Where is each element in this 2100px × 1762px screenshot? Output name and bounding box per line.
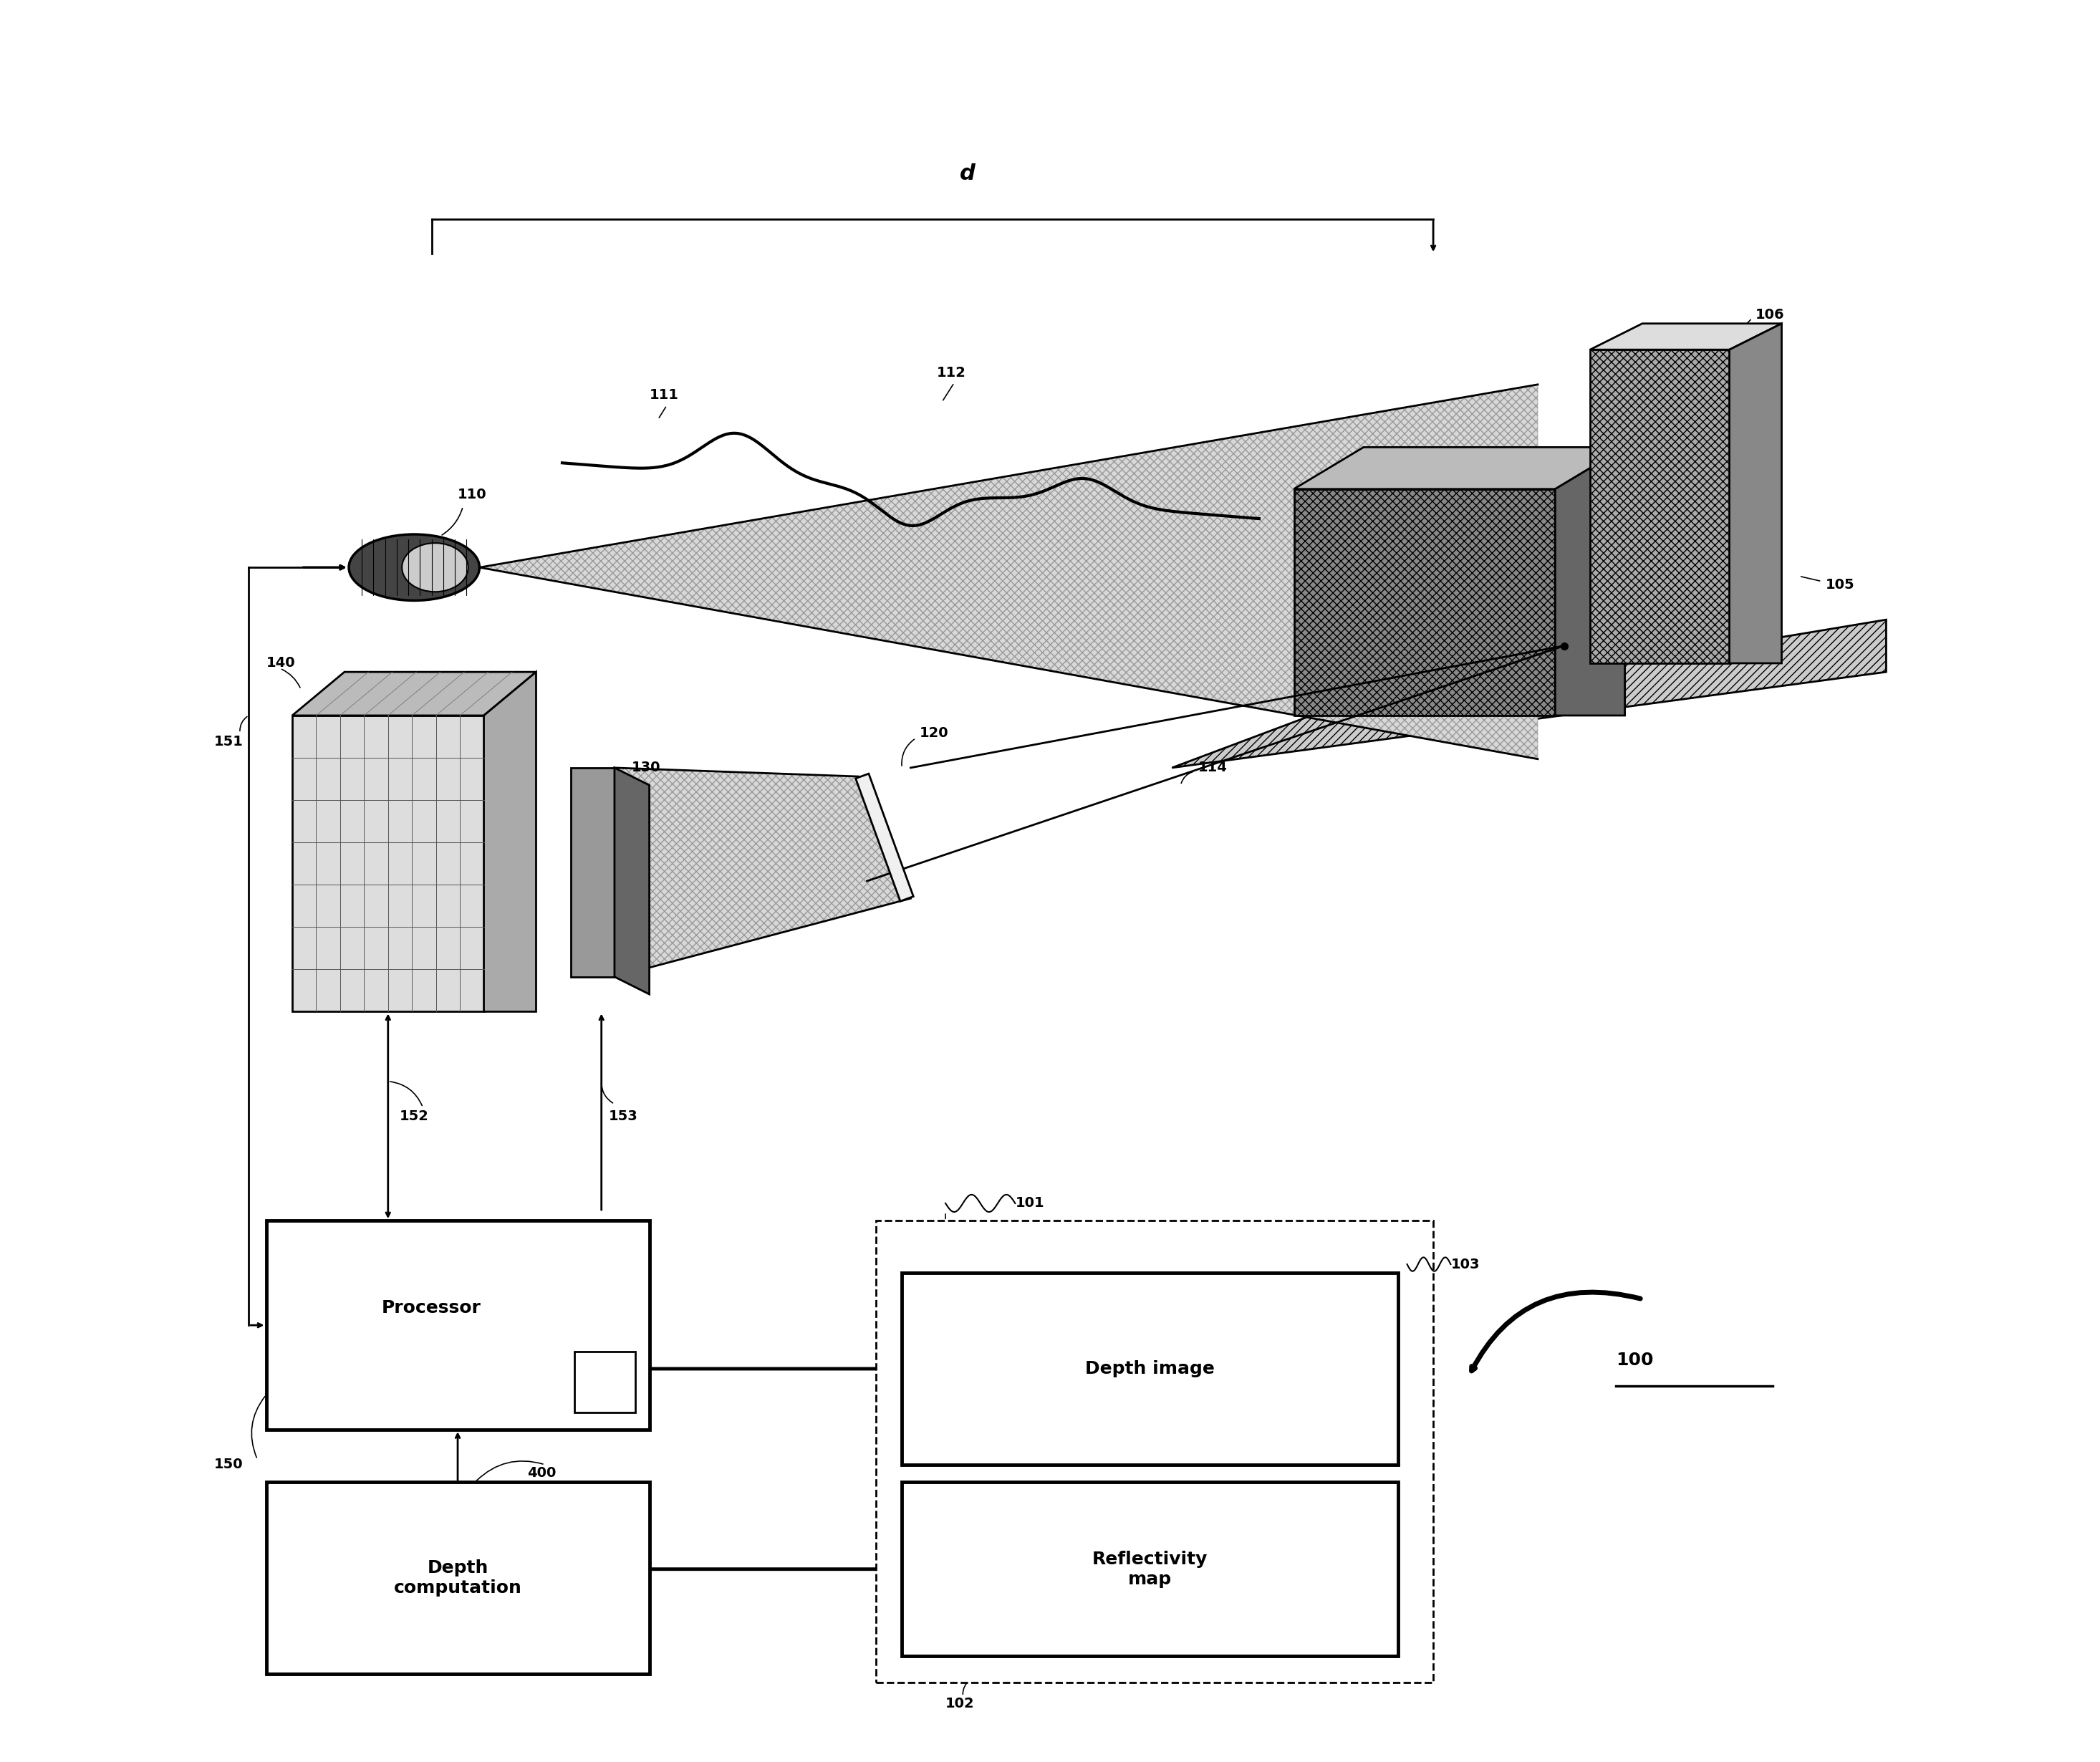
Polygon shape	[1294, 448, 1625, 490]
Polygon shape	[615, 768, 911, 976]
Text: 101: 101	[1014, 1196, 1044, 1210]
Text: Depth image: Depth image	[1086, 1360, 1216, 1378]
Text: 111: 111	[649, 388, 678, 402]
Polygon shape	[1172, 620, 1886, 768]
Text: 106: 106	[1756, 308, 1785, 322]
Polygon shape	[1556, 448, 1625, 715]
Polygon shape	[483, 671, 536, 1011]
Ellipse shape	[401, 543, 468, 592]
Text: 105: 105	[1825, 578, 1854, 592]
Text: 100: 100	[1617, 1351, 1655, 1369]
Text: 114: 114	[1199, 761, 1226, 775]
Text: 112: 112	[937, 366, 966, 379]
Polygon shape	[1294, 490, 1556, 715]
Polygon shape	[855, 774, 913, 900]
Text: 150: 150	[214, 1457, 244, 1471]
Text: d: d	[960, 164, 974, 185]
Polygon shape	[292, 671, 536, 715]
Text: Depth
computation: Depth computation	[393, 1559, 521, 1596]
Text: 130: 130	[632, 761, 662, 775]
Bar	[267, 1482, 649, 1674]
Text: 153: 153	[609, 1110, 638, 1122]
Polygon shape	[292, 715, 483, 1011]
Polygon shape	[1730, 324, 1781, 663]
Text: 400: 400	[527, 1466, 556, 1480]
Text: 102: 102	[945, 1697, 974, 1711]
Text: 152: 152	[399, 1110, 428, 1122]
Text: Reflectivity
map: Reflectivity map	[1092, 1551, 1208, 1588]
Text: 103: 103	[1451, 1258, 1480, 1270]
Bar	[575, 1351, 636, 1413]
Polygon shape	[1590, 324, 1781, 349]
Bar	[267, 1221, 649, 1429]
Polygon shape	[615, 768, 649, 994]
Bar	[901, 1272, 1399, 1464]
Polygon shape	[571, 768, 615, 976]
Text: 120: 120	[920, 726, 949, 740]
Polygon shape	[479, 384, 1537, 759]
Text: 151: 151	[214, 735, 244, 749]
Text: 110: 110	[458, 488, 487, 500]
Bar	[901, 1482, 1399, 1656]
Ellipse shape	[349, 534, 479, 601]
Bar	[876, 1221, 1432, 1683]
Polygon shape	[1590, 349, 1730, 663]
Text: Processor: Processor	[382, 1299, 481, 1316]
Text: 140: 140	[267, 657, 296, 670]
